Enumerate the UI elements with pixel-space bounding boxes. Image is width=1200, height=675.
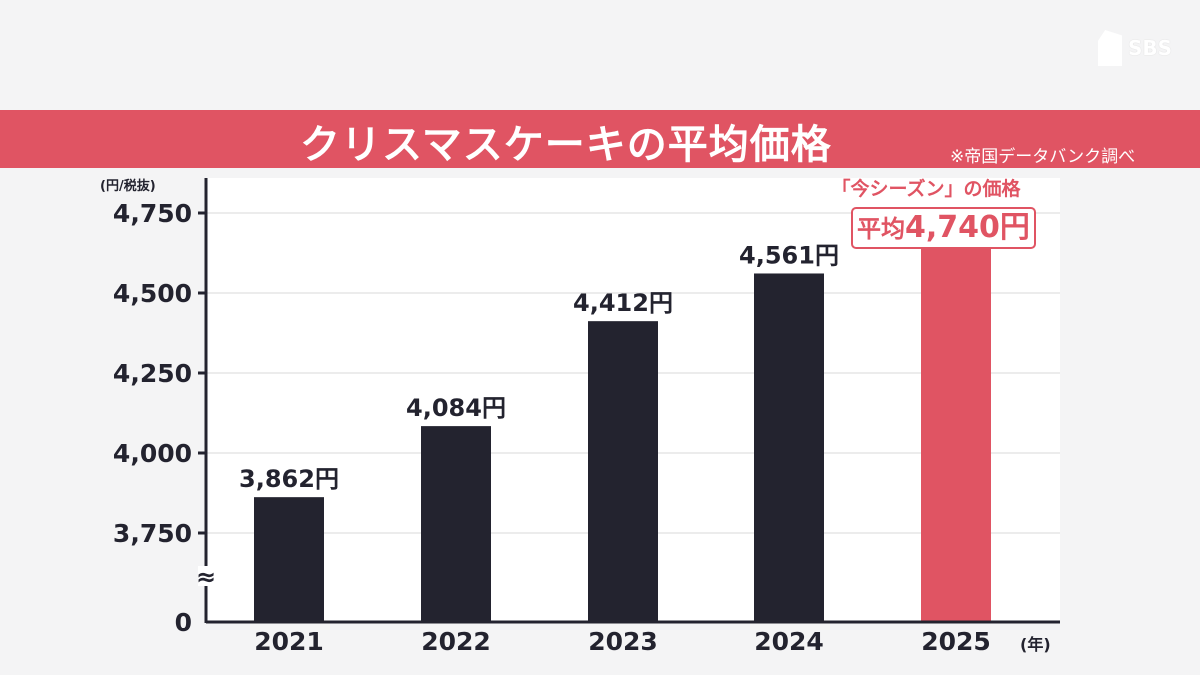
x-tick-label: 2023 bbox=[588, 627, 658, 656]
y-tick-label: 4,000 bbox=[113, 439, 192, 468]
bar-2023 bbox=[588, 321, 658, 622]
data-label: 4,561円 bbox=[739, 241, 839, 269]
callout-prefix: 平均 bbox=[857, 215, 905, 243]
bar-2022 bbox=[421, 426, 491, 622]
bar-2024 bbox=[754, 273, 824, 622]
y-axis-unit: (円/税抜) bbox=[100, 178, 156, 194]
y-tick-label: 0 bbox=[175, 608, 192, 637]
bar-2025 bbox=[921, 216, 991, 622]
x-axis-unit: (年) bbox=[1020, 635, 1051, 654]
x-tick-label: 2024 bbox=[754, 627, 824, 656]
axis-break-gap bbox=[198, 566, 214, 586]
bar-2021 bbox=[254, 497, 324, 622]
callout-value: 4,740円 bbox=[905, 210, 1030, 245]
x-tick-label: 2021 bbox=[254, 627, 324, 656]
y-tick-label: 4,500 bbox=[113, 279, 192, 308]
y-tick-label: 4,250 bbox=[113, 359, 192, 388]
y-tick-label: 3,750 bbox=[113, 519, 192, 548]
x-tick-label: 2022 bbox=[421, 627, 491, 656]
data-label: 4,412円 bbox=[573, 289, 673, 317]
data-label: 4,084円 bbox=[406, 394, 506, 422]
callout-value-box: 平均4,740円 bbox=[851, 207, 1036, 249]
data-label: 3,862円 bbox=[239, 465, 339, 493]
x-tick-label: 2025 bbox=[921, 627, 991, 656]
title-banner bbox=[0, 110, 1200, 168]
axis-break-icon: ≈ bbox=[196, 563, 216, 591]
callout-label: 「今シーズン」の価格 bbox=[831, 178, 1021, 200]
logo-text: SBS bbox=[1128, 36, 1173, 60]
chart-title: クリスマスケーキの平均価格 bbox=[300, 122, 832, 168]
sbs-logo: SBS bbox=[1098, 30, 1172, 66]
source-note: ※帝国データバンク調べ bbox=[950, 147, 1136, 167]
y-tick-label: 4,750 bbox=[113, 199, 192, 228]
logo-mark-icon bbox=[1098, 30, 1122, 66]
